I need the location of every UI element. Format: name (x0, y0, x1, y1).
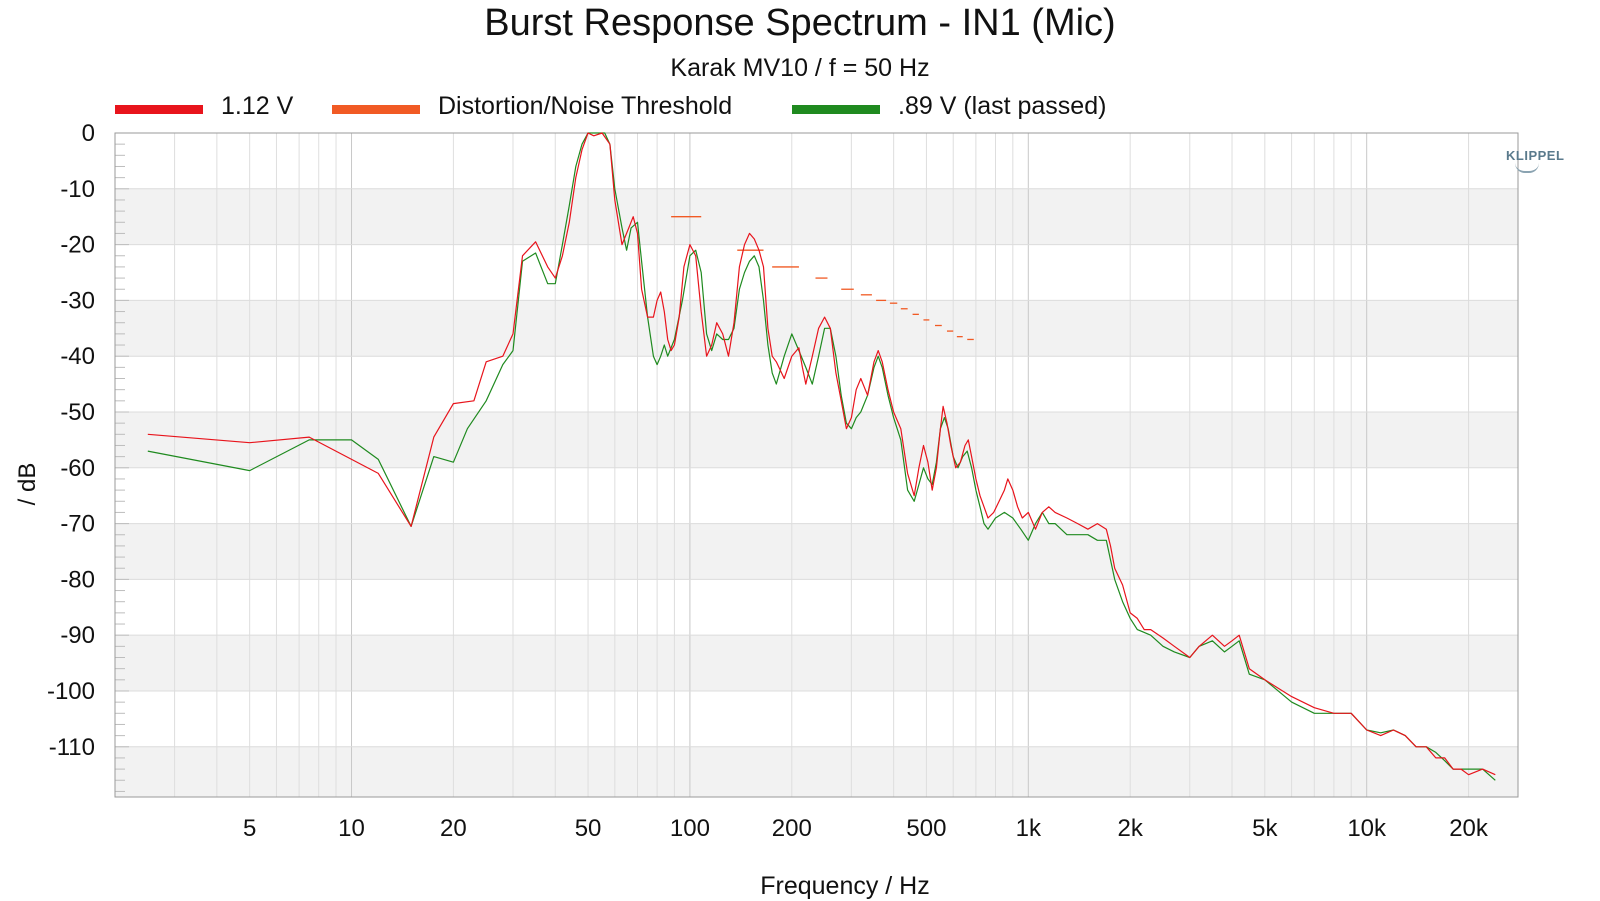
legend-swatch-2 (332, 105, 420, 114)
y-tick-label: -30 (60, 287, 95, 314)
x-tick-label: 500 (906, 815, 946, 842)
y-tick-label: -20 (60, 232, 95, 259)
y-tick-label: -40 (60, 343, 95, 370)
x-tick-label: 200 (772, 815, 812, 842)
chart-subtitle: Karak MV10 / f = 50 Hz (670, 54, 930, 82)
y-tick-label: 0 (82, 120, 95, 147)
y-tick-label: -50 (60, 399, 95, 426)
x-tick-label: 10 (338, 815, 365, 842)
legend-label-3: .89 V (last passed) (898, 92, 1107, 120)
x-tick-label: 20 (440, 815, 467, 842)
x-tick-label: 5k (1252, 815, 1278, 842)
klippel-logo-arc-icon (1515, 163, 1539, 173)
band (115, 746, 1518, 797)
legend-label-2: Distortion/Noise Threshold (438, 92, 733, 120)
legend-swatch-1 (115, 105, 203, 114)
band (115, 523, 1518, 580)
x-tick-label: 10k (1347, 815, 1387, 842)
band (115, 188, 1518, 245)
y-tick-label: -10 (60, 176, 95, 203)
legend-swatch-3 (792, 105, 880, 114)
x-tick-label: 2k (1117, 815, 1143, 842)
x-tick-label: 1k (1016, 815, 1042, 842)
y-tick-label: -110 (49, 734, 95, 761)
chart-title: Burst Response Spectrum - IN1 (Mic) (484, 2, 1116, 44)
x-axis-label: Frequency / Hz (760, 872, 930, 900)
x-tick-label: 100 (670, 815, 710, 842)
y-tick-label: -70 (60, 511, 95, 538)
y-tick-label: -80 (60, 566, 95, 593)
band (115, 300, 1518, 357)
series-line-1-12v (147, 132, 1496, 776)
plot-frame (114, 132, 1519, 798)
x-tick-label: 5 (243, 815, 256, 842)
y-axis-label: / dB (14, 462, 41, 506)
y-tick-label: -60 (60, 455, 95, 482)
x-tick-label: 20k (1449, 815, 1489, 842)
y-tick-label: -90 (60, 622, 95, 649)
y-tick-label: -100 (47, 678, 95, 705)
x-tick-label: 50 (575, 815, 602, 842)
legend-label-1: 1.12 V (221, 92, 294, 120)
klippel-logo: KLIPPEL (1506, 148, 1565, 163)
band (115, 635, 1518, 691)
